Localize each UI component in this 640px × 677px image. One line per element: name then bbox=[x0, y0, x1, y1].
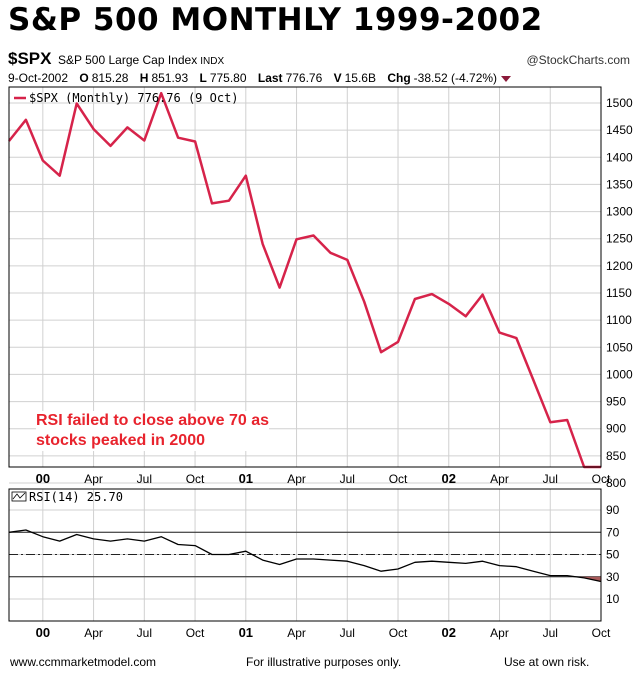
high-value: 851.93 bbox=[151, 71, 189, 85]
price-ytick-label: 1350 bbox=[606, 177, 633, 191]
price-xtick-label: Oct bbox=[389, 472, 408, 486]
footer-disclaimer: For illustrative purposes only. bbox=[246, 655, 402, 669]
price-xtick-label: 00 bbox=[36, 471, 50, 486]
rsi-xtick-label: Oct bbox=[592, 626, 611, 640]
change-label: Chg bbox=[387, 71, 411, 85]
price-ytick-label: 1150 bbox=[606, 286, 632, 300]
open-label: O bbox=[79, 71, 89, 85]
symbol-description: S&P 500 Large Cap Index bbox=[58, 53, 198, 67]
rsi-legend-icon-line bbox=[12, 492, 26, 500]
price-ytick-label: 1200 bbox=[606, 259, 633, 273]
price-panel-frame bbox=[8, 86, 602, 468]
price-ytick-label: 1000 bbox=[606, 367, 633, 381]
price-series-line bbox=[8, 91, 601, 469]
price-legend-label: $SPX (Monthly) 776.76 (9 Oct) bbox=[29, 91, 239, 105]
last-label: Last bbox=[257, 71, 283, 85]
price-xtick-label: Oct bbox=[592, 472, 611, 486]
rsi-xtick-label: 00 bbox=[36, 625, 50, 640]
low-value: 775.80 bbox=[209, 71, 247, 85]
annotation-text: RSI failed to close above 70 as stocks p… bbox=[36, 411, 269, 451]
rsi-ytick-label: 50 bbox=[606, 548, 620, 562]
axis-label-layer: 1500145014001350130012501200115011001050… bbox=[11, 91, 633, 640]
high-label: H bbox=[139, 71, 149, 85]
price-xtick-label: Jul bbox=[340, 472, 355, 486]
rsi-xtick-label: Jul bbox=[543, 626, 558, 640]
rsi-xtick-label: Apr bbox=[84, 626, 103, 640]
price-ytick-label: 1450 bbox=[606, 123, 633, 137]
rsi-xtick-label: Apr bbox=[287, 626, 306, 640]
rsi-legend-label: RSI(14) 25.70 bbox=[29, 490, 123, 504]
price-xtick-label: Apr bbox=[84, 472, 103, 486]
rsi-xtick-label: 01 bbox=[239, 625, 253, 640]
rsi-ytick-label: 90 bbox=[606, 503, 620, 517]
price-xtick-label: Jul bbox=[543, 472, 558, 486]
annotation-line-2: stocks peaked in 2000 bbox=[36, 432, 205, 449]
rsi-ytick-label: 30 bbox=[606, 570, 620, 584]
volume-label: V bbox=[333, 71, 342, 85]
brand-credit: @StockCharts.com bbox=[526, 53, 630, 67]
open-value: 815.28 bbox=[91, 71, 129, 85]
rsi-fill-layer bbox=[575, 576, 601, 582]
series-layer bbox=[8, 91, 602, 583]
price-ytick-label: 850 bbox=[606, 449, 626, 463]
rsi-xtick-label: Oct bbox=[186, 626, 205, 640]
rsi-ytick-label: 10 bbox=[606, 592, 620, 606]
exchange-label: INDX bbox=[200, 56, 225, 67]
down-triangle-icon bbox=[501, 75, 512, 82]
price-ytick-label: 1050 bbox=[606, 340, 633, 354]
quote-bar: 9-Oct-2002 O 815.28 H 851.93 L 775.80 Last 7… bbox=[8, 71, 512, 85]
footer-website[interactable]: www.ccmmarketmodel.com bbox=[10, 655, 157, 669]
price-ytick-label: 1250 bbox=[606, 232, 633, 246]
low-label: L bbox=[199, 71, 207, 85]
price-xtick-label: 01 bbox=[239, 471, 253, 486]
annotation-line-1: RSI failed to close above 70 as bbox=[36, 412, 269, 429]
rsi-ytick-label: 70 bbox=[606, 525, 620, 539]
price-ytick-label: 950 bbox=[606, 395, 626, 409]
price-ytick-label: 1500 bbox=[606, 96, 633, 110]
rsi-xtick-label: 02 bbox=[442, 625, 456, 640]
price-xtick-label: Oct bbox=[186, 472, 205, 486]
price-xtick-label: Apr bbox=[490, 472, 509, 486]
quote-date: 9-Oct-2002 bbox=[8, 71, 69, 85]
price-xtick-label: Jul bbox=[137, 472, 152, 486]
price-xtick-label: Apr bbox=[287, 472, 306, 486]
grid-layer bbox=[9, 87, 602, 621]
last-value: 776.76 bbox=[285, 71, 323, 85]
footer-risk-note: Use at own risk. bbox=[504, 655, 590, 669]
rsi-oversold-fill bbox=[575, 576, 601, 582]
change-value: -38.52 (-4.72%) bbox=[413, 71, 498, 85]
symbol-name: S&P 500 Large Cap Index INDX bbox=[58, 53, 224, 67]
ticker-symbol: $SPX bbox=[8, 49, 52, 68]
rsi-xtick-label: Jul bbox=[137, 626, 152, 640]
price-ytick-label: 900 bbox=[606, 422, 626, 436]
price-ytick-label: 1100 bbox=[606, 313, 632, 327]
price-ytick-label: 800 bbox=[606, 476, 626, 490]
price-ytick-label: 1300 bbox=[606, 205, 633, 219]
rsi-xtick-label: Apr bbox=[490, 626, 509, 640]
price-xtick-label: 02 bbox=[442, 471, 456, 486]
volume-value: 15.6B bbox=[344, 71, 376, 85]
chart-title: S&P 500 MONTHLY 1999-2002 bbox=[8, 2, 543, 38]
rsi-xtick-label: Oct bbox=[389, 626, 408, 640]
rsi-xtick-label: Jul bbox=[340, 626, 355, 640]
rsi-series-line bbox=[8, 529, 602, 583]
price-ytick-label: 1400 bbox=[606, 150, 633, 164]
